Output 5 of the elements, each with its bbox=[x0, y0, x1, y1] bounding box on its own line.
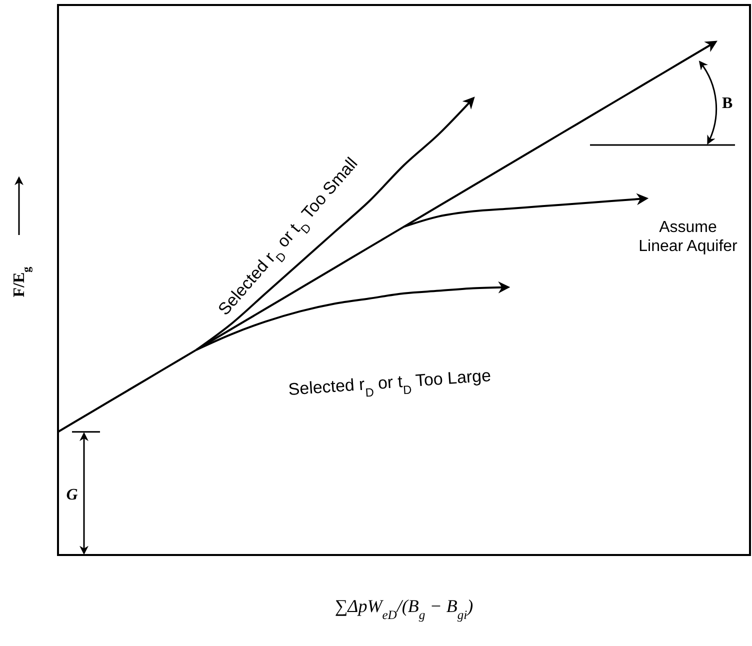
x-axis-title: ∑ΔpW$_{eD}$/(B$_{g}$ − B$_{gi}$) bbox=[334, 596, 474, 622]
annotation: Assume Linear Aquifer bbox=[638, 219, 738, 255]
annotation: B bbox=[722, 95, 733, 112]
annotation: Selected r$_{D}$ or t$_{D}$ Too Large bbox=[288, 366, 492, 400]
annotation: G bbox=[66, 486, 78, 504]
